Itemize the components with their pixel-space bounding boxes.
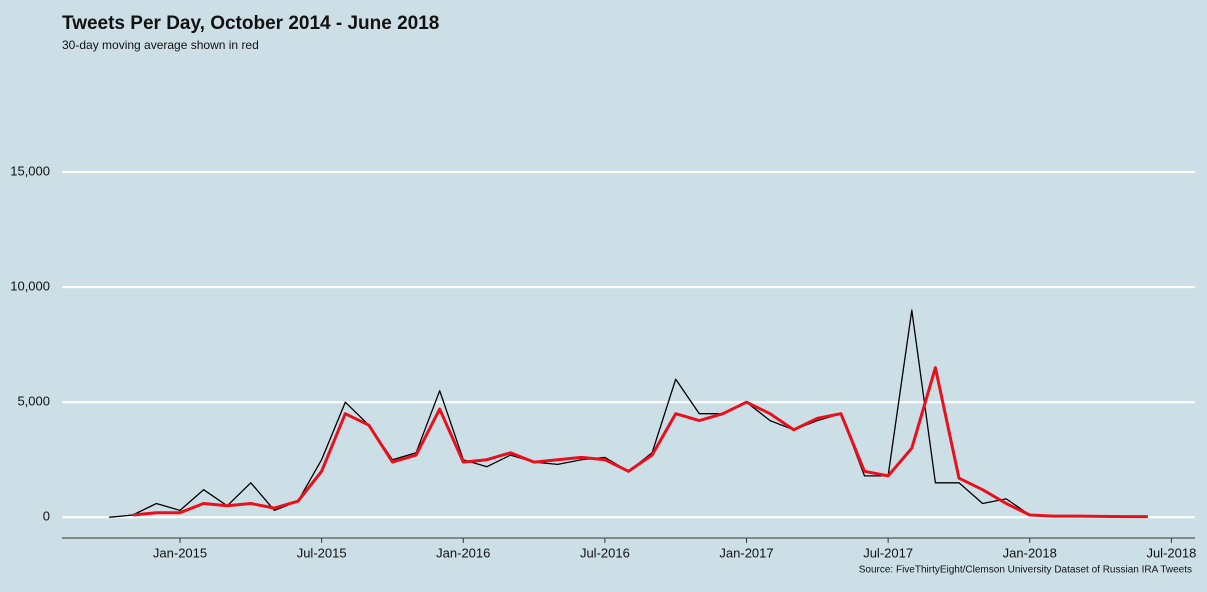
x-tick-label: Jan-2017 xyxy=(719,545,773,560)
x-tick-label: Jul-2015 xyxy=(297,545,347,560)
data-line xyxy=(132,366,1148,519)
x-tick-label: Jan-2018 xyxy=(1003,545,1057,560)
x-tick-label: Jul-2017 xyxy=(863,545,913,560)
y-tick-label: 0 xyxy=(43,509,50,524)
x-tick-label: Jul-2018 xyxy=(1146,545,1196,560)
x-tick-label: Jan-2016 xyxy=(436,545,490,560)
chart-title: Tweets Per Day, October 2014 - June 2018 xyxy=(62,13,439,34)
chart-subtitle: 30-day moving average shown in red xyxy=(62,38,259,52)
x-tick-label: Jan-2015 xyxy=(153,545,207,560)
data-line xyxy=(109,309,1148,518)
y-tick-label: 5,000 xyxy=(17,394,50,409)
x-tick-label: Jul-2016 xyxy=(580,545,630,560)
source-note: Source: FiveThirtyEight/Clemson Universi… xyxy=(859,565,1192,576)
y-tick-label: 15,000 xyxy=(10,163,50,178)
y-tick-label: 10,000 xyxy=(10,279,50,294)
